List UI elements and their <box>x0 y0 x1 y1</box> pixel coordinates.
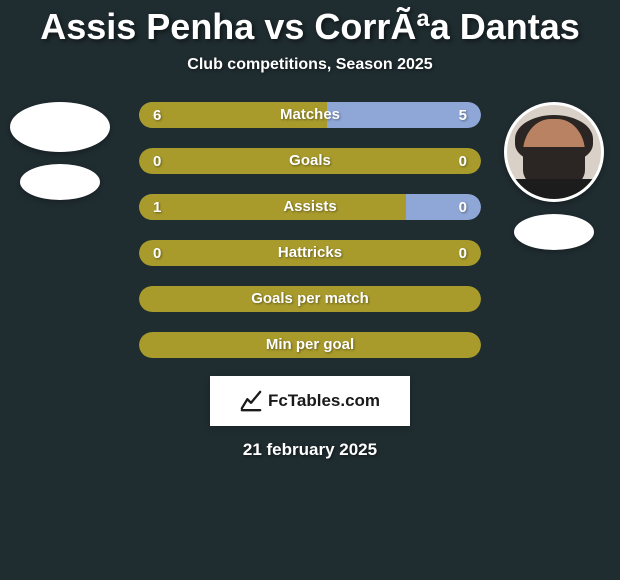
player-left-column <box>8 102 112 200</box>
bar-label: Assists <box>139 194 481 220</box>
player-right-avatar <box>504 102 604 202</box>
bar-values: 10Assists <box>139 194 481 220</box>
stat-bar: Min per goal <box>139 332 481 358</box>
branding-text: FcTables.com <box>268 391 380 411</box>
stat-bar: 00Goals <box>139 148 481 174</box>
player-right-column <box>502 102 606 250</box>
player-right-club-placeholder <box>514 214 594 250</box>
stat-bar: 65Matches <box>139 102 481 128</box>
page-subtitle: Club competitions, Season 2025 <box>0 56 620 102</box>
bar-values: Goals per match <box>139 286 481 312</box>
bar-values: 65Matches <box>139 102 481 128</box>
branding-chart-icon <box>240 390 262 412</box>
bar-label: Min per goal <box>139 332 481 358</box>
branding-badge: FcTables.com <box>210 376 410 426</box>
bar-label: Goals per match <box>139 286 481 312</box>
main-area: 65Matches 00Goals 10Assists 00Hattricks Goal… <box>0 102 620 460</box>
bar-label: Hattricks <box>139 240 481 266</box>
stat-bar: Goals per match <box>139 286 481 312</box>
player-left-club-placeholder <box>20 164 100 200</box>
date-text: 21 february 2025 <box>0 440 620 460</box>
stat-bar: 00Hattricks <box>139 240 481 266</box>
bar-values: Min per goal <box>139 332 481 358</box>
page-title: Assis Penha vs CorrÃªa Dantas <box>0 0 620 56</box>
bar-values: 00Goals <box>139 148 481 174</box>
avatar-shirt <box>507 179 601 202</box>
bar-values: 00Hattricks <box>139 240 481 266</box>
player-left-avatar-placeholder <box>10 102 110 152</box>
stats-bars: 65Matches 00Goals 10Assists 00Hattricks Goal… <box>139 102 481 358</box>
content: Assis Penha vs CorrÃªa Dantas Club compe… <box>0 0 620 460</box>
bar-label: Matches <box>139 102 481 128</box>
stat-bar: 10Assists <box>139 194 481 220</box>
bar-label: Goals <box>139 148 481 174</box>
